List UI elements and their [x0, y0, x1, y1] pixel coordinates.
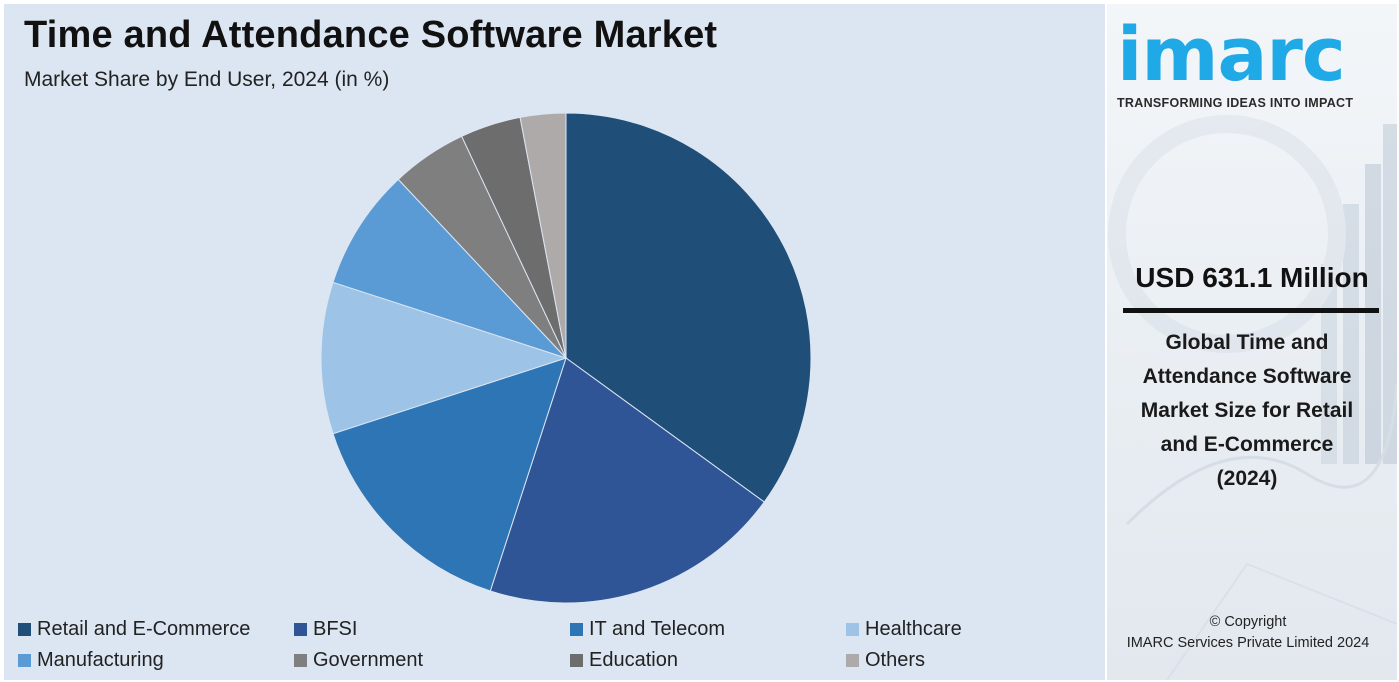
legend-swatch	[570, 654, 583, 667]
copyright-line: IMARC Services Private Limited 2024	[1126, 635, 1370, 651]
legend-swatch	[18, 623, 31, 636]
description-line: Market Size for Retail	[1140, 399, 1354, 422]
legend-label: IT and Telecom	[589, 618, 726, 640]
copyright: © Copyright IMARC Services Private Limit…	[1107, 612, 1389, 654]
pie-slice-it-and-telecom	[332, 357, 567, 592]
legend-item: Retail and E-Commerce	[18, 618, 250, 641]
legend-item: Government	[294, 649, 423, 672]
pie-slice-healthcare	[320, 281, 568, 435]
description-line: (2024)	[1216, 467, 1278, 490]
legend-item: BFSI	[294, 618, 357, 641]
legend: Retail and E-Commerce BFSI IT and Telecom H…	[18, 618, 1098, 680]
copyright-line: © Copyright	[1209, 614, 1287, 630]
legend-item: IT and Telecom	[570, 618, 725, 641]
legend-label: Others	[865, 649, 926, 671]
legend-label: Government	[313, 649, 424, 671]
description-line: and E-Commerce	[1160, 433, 1334, 456]
legend-swatch	[846, 623, 859, 636]
legend-label: Healthcare	[865, 618, 962, 640]
pie-chart	[320, 112, 812, 604]
chart-title: Time and Attendance Software Market	[24, 14, 718, 56]
imarc-logo: imarc TRANSFORMING IDEAS INTO IMPACT	[1117, 18, 1392, 110]
legend-label: Retail and E-Commerce	[37, 618, 251, 640]
legend-label: BFSI	[313, 618, 358, 640]
divider	[1123, 308, 1379, 313]
legend-item: Healthcare	[846, 618, 962, 641]
info-panel: imarc TRANSFORMING IDEAS INTO IMPACT USD…	[1107, 4, 1397, 680]
pie-slice-others	[519, 112, 567, 359]
pie-slice-retail-and-e-commerce	[565, 112, 812, 503]
legend-swatch	[294, 654, 307, 667]
legend-item: Manufacturing	[18, 649, 164, 672]
legend-swatch	[18, 654, 31, 667]
chart-subtitle: Market Share by End User, 2024 (in %)	[24, 68, 390, 91]
market-size-value: USD 631.1 Million	[1135, 262, 1369, 293]
logo-wordmark: imarc	[1117, 12, 1346, 98]
legend-swatch	[846, 654, 859, 667]
description-line: Global Time and	[1165, 331, 1329, 354]
logo-tagline: TRANSFORMING IDEAS INTO IMPACT	[1117, 96, 1354, 110]
background-chart-decoration	[1108, 115, 1397, 680]
legend-item: Education	[570, 649, 678, 672]
legend-item: Others	[846, 649, 925, 672]
pie-slices	[320, 112, 812, 604]
legend-label: Manufacturing	[37, 649, 164, 671]
pie-slice-manufacturing	[332, 178, 567, 359]
legend-swatch	[570, 623, 583, 636]
legend-swatch	[294, 623, 307, 636]
legend-label: Education	[589, 649, 678, 671]
description-line: Attendance Software	[1142, 365, 1352, 388]
market-size-description: Global Time and Attendance Software Mark…	[1107, 326, 1387, 496]
pie-slice-bfsi	[489, 357, 765, 604]
